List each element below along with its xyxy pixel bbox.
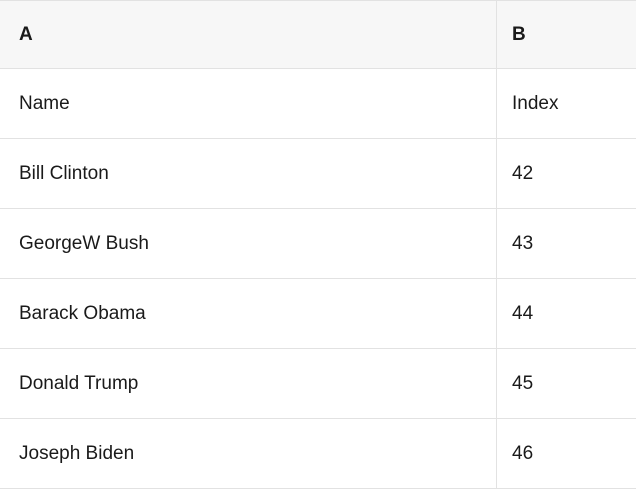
table-cell-name[interactable]: GeorgeW Bush — [0, 209, 497, 279]
table-row: Name Index — [0, 69, 636, 139]
table-row: GeorgeW Bush 43 — [0, 209, 636, 279]
table-row: Joseph Biden 46 — [0, 419, 636, 489]
table-cell-index[interactable]: 45 — [497, 349, 636, 419]
table-row: Bill Clinton 42 — [0, 139, 636, 209]
table-cell-index[interactable]: 43 — [497, 209, 636, 279]
table-cell-name[interactable]: Barack Obama — [0, 279, 497, 349]
column-header-b[interactable]: B — [497, 1, 636, 69]
table-row: Donald Trump 45 — [0, 349, 636, 419]
table-cell-name[interactable]: Joseph Biden — [0, 419, 497, 489]
table-row: Barack Obama 44 — [0, 279, 636, 349]
table-cell-name[interactable]: Bill Clinton — [0, 139, 497, 209]
table-cell-name-header[interactable]: Name — [0, 69, 497, 139]
table-cell-index[interactable]: 46 — [497, 419, 636, 489]
table-cell-name[interactable]: Donald Trump — [0, 349, 497, 419]
table-cell-index[interactable]: 44 — [497, 279, 636, 349]
table-cell-index[interactable]: 42 — [497, 139, 636, 209]
column-header-row: A B — [0, 1, 636, 69]
column-header-a[interactable]: A — [0, 1, 497, 69]
table-cell-index-header[interactable]: Index — [497, 69, 636, 139]
